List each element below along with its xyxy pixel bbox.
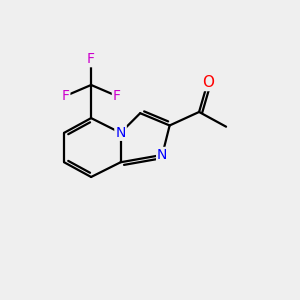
Text: N: N bbox=[157, 148, 167, 162]
Text: O: O bbox=[202, 75, 214, 90]
Text: F: F bbox=[87, 52, 95, 66]
Text: N: N bbox=[116, 126, 126, 140]
Text: F: F bbox=[113, 89, 121, 103]
Text: F: F bbox=[61, 89, 69, 103]
